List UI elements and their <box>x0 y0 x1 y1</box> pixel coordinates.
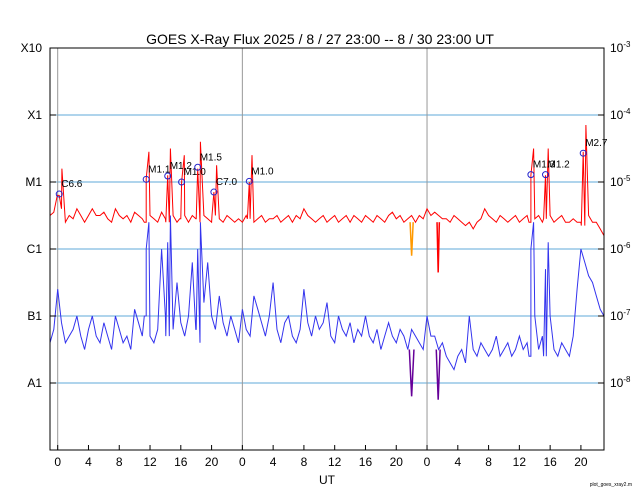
short-channel-line <box>49 215 605 371</box>
flare-label-4: M1.5 <box>200 152 223 163</box>
day-separators <box>57 48 428 450</box>
right-tick-exponent-5: -3 <box>623 40 631 49</box>
flare-marker-2 <box>164 172 172 180</box>
grid-lines <box>50 114 604 384</box>
left-tick-label-0: A1 <box>27 376 42 390</box>
flare-marker-0 <box>55 190 63 198</box>
gap-dip-3 <box>435 349 441 400</box>
flare-label-2: M1.2 <box>170 161 193 172</box>
right-tick-exponent-2: -6 <box>623 241 631 250</box>
right-tick-label-1: 10-7 <box>610 308 631 323</box>
x-tick-label-13: 4 <box>454 455 461 469</box>
x-tick-label-6: 0 <box>239 455 246 469</box>
right-tick-label-0: 10-8 <box>610 375 631 390</box>
gap-dip-1 <box>436 222 441 273</box>
x-tick-label-4: 16 <box>174 455 188 469</box>
long-channel-line <box>49 124 605 236</box>
flare-marker-1 <box>142 175 150 183</box>
x-tick-label-3: 12 <box>143 455 157 469</box>
flare-label-5: C7.0 <box>216 177 238 188</box>
flare-marker-7 <box>527 171 535 179</box>
flare-marker-9 <box>579 149 587 157</box>
flare-label-1: M1.1 <box>148 164 171 175</box>
left-tick-label-3: M1 <box>25 175 42 189</box>
right-tick-label-4: 10-4 <box>610 107 631 122</box>
left-tick-label-1: B1 <box>27 309 42 323</box>
flare-label-8: M1.2 <box>548 160 571 171</box>
x-tick-label-12: 0 <box>424 455 431 469</box>
x-tick-label-0: 0 <box>54 455 61 469</box>
flare-label-6: M1.0 <box>251 166 274 177</box>
footer-text: plot_goes_xray2.m <box>590 482 632 488</box>
x-tick-label-17: 20 <box>574 455 588 469</box>
flare-marker-6 <box>245 177 253 185</box>
right-tick-label-2: 10-6 <box>610 241 631 256</box>
gap-dip-2 <box>408 349 415 397</box>
right-tick-exponent-0: -8 <box>623 375 631 384</box>
right-tick-label-3: 10-5 <box>610 174 631 189</box>
x-tick-label-5: 20 <box>205 455 219 469</box>
right-tick-label-5: 10-3 <box>610 40 631 55</box>
flare-marker-4 <box>194 163 202 171</box>
x-tick-label-7: 4 <box>270 455 277 469</box>
left-tick-label-5: X10 <box>21 41 43 55</box>
left-tick-label-4: X1 <box>27 108 42 122</box>
chart-title: GOES X-Ray Flux 2025 / 8 / 27 23:00 -- 8… <box>146 31 494 47</box>
flare-marker-8 <box>542 171 550 179</box>
long-channel-series <box>49 124 605 273</box>
right-axis-labels: 10-8 10-7 10-6 10-5 10-4 10-3 <box>598 40 631 390</box>
flare-annotations: C6.6M1.1 M1.2M1.0M1.5C7.0M1.0M1.3M1.2M2.7 <box>55 138 608 198</box>
flare-label-7: M1.3 <box>533 160 556 171</box>
right-tick-exponent-1: -7 <box>623 308 631 317</box>
right-tick-exponent-4: -4 <box>623 107 631 116</box>
x-tick-label-8: 8 <box>301 455 308 469</box>
x-axis-labels: 0 4 8 12 16 20 0 4 8 12 16 20 0 4 8 12 16 20 <box>54 445 588 469</box>
x-axis-title: UT <box>319 473 336 487</box>
right-tick-exponent-3: -5 <box>623 174 631 183</box>
x-tick-label-14: 8 <box>485 455 492 469</box>
flare-label-3: M1.0 <box>184 167 207 178</box>
x-tick-label-15: 12 <box>513 455 527 469</box>
flare-marker-5 <box>210 188 218 196</box>
left-axis-labels: A1 B1 C1 M1 X1 X10 <box>21 41 56 390</box>
flare-marker-3 <box>178 178 186 186</box>
flare-label-0: C6.6 <box>61 179 83 190</box>
x-tick-label-1: 4 <box>85 455 92 469</box>
x-tick-label-16: 16 <box>543 455 557 469</box>
x-tick-label-2: 8 <box>116 455 123 469</box>
flare-label-9: M2.7 <box>585 138 608 149</box>
gap-dip-0 <box>409 222 414 256</box>
x-tick-label-10: 16 <box>359 455 373 469</box>
left-tick-label-2: C1 <box>27 242 43 256</box>
short-channel-series <box>49 215 605 400</box>
x-tick-label-11: 20 <box>390 455 404 469</box>
x-tick-label-9: 12 <box>328 455 342 469</box>
